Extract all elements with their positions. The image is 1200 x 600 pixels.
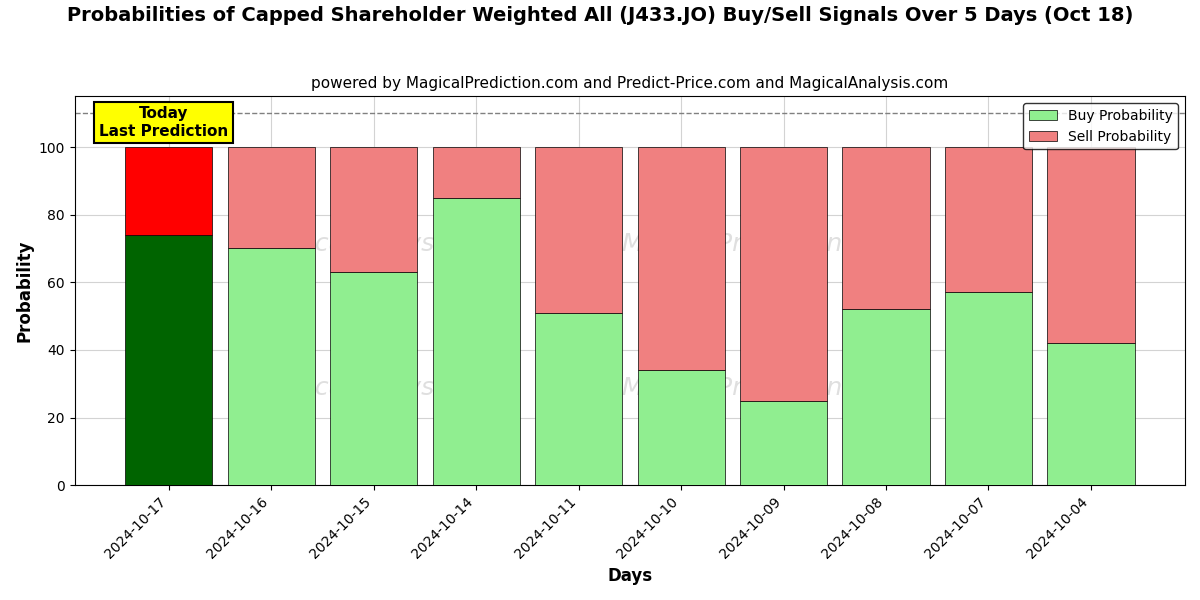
Bar <box>944 292 1032 485</box>
Bar <box>740 147 827 401</box>
Text: Probabilities of Capped Shareholder Weighted All (J433.JO) Buy/Sell Signals Over: Probabilities of Capped Shareholder Weig… <box>67 6 1133 25</box>
Bar <box>740 401 827 485</box>
Bar <box>842 310 930 485</box>
Bar <box>125 235 212 485</box>
Bar <box>432 147 520 198</box>
X-axis label: Days: Days <box>607 567 653 585</box>
Text: MagicalPrediction.com: MagicalPrediction.com <box>622 232 905 256</box>
Bar <box>944 147 1032 292</box>
Bar <box>842 147 930 310</box>
Text: MagicalPrediction.com: MagicalPrediction.com <box>622 376 905 400</box>
Bar <box>432 198 520 485</box>
Bar <box>330 147 418 272</box>
Bar <box>125 147 212 235</box>
Legend: Buy Probability, Sell Probability: Buy Probability, Sell Probability <box>1024 103 1178 149</box>
Y-axis label: Probability: Probability <box>16 239 34 342</box>
Bar <box>535 313 622 485</box>
Bar <box>637 370 725 485</box>
Bar <box>228 248 314 485</box>
Text: MagicalAnalysis.com: MagicalAnalysis.com <box>256 232 516 256</box>
Text: MagicalAnalysis.com: MagicalAnalysis.com <box>256 376 516 400</box>
Text: Today
Last Prediction: Today Last Prediction <box>98 106 228 139</box>
Bar <box>228 147 314 248</box>
Bar <box>1048 147 1134 343</box>
Title: powered by MagicalPrediction.com and Predict-Price.com and MagicalAnalysis.com: powered by MagicalPrediction.com and Pre… <box>311 76 948 91</box>
Bar <box>535 147 622 313</box>
Bar <box>1048 343 1134 485</box>
Bar <box>330 272 418 485</box>
Bar <box>637 147 725 370</box>
